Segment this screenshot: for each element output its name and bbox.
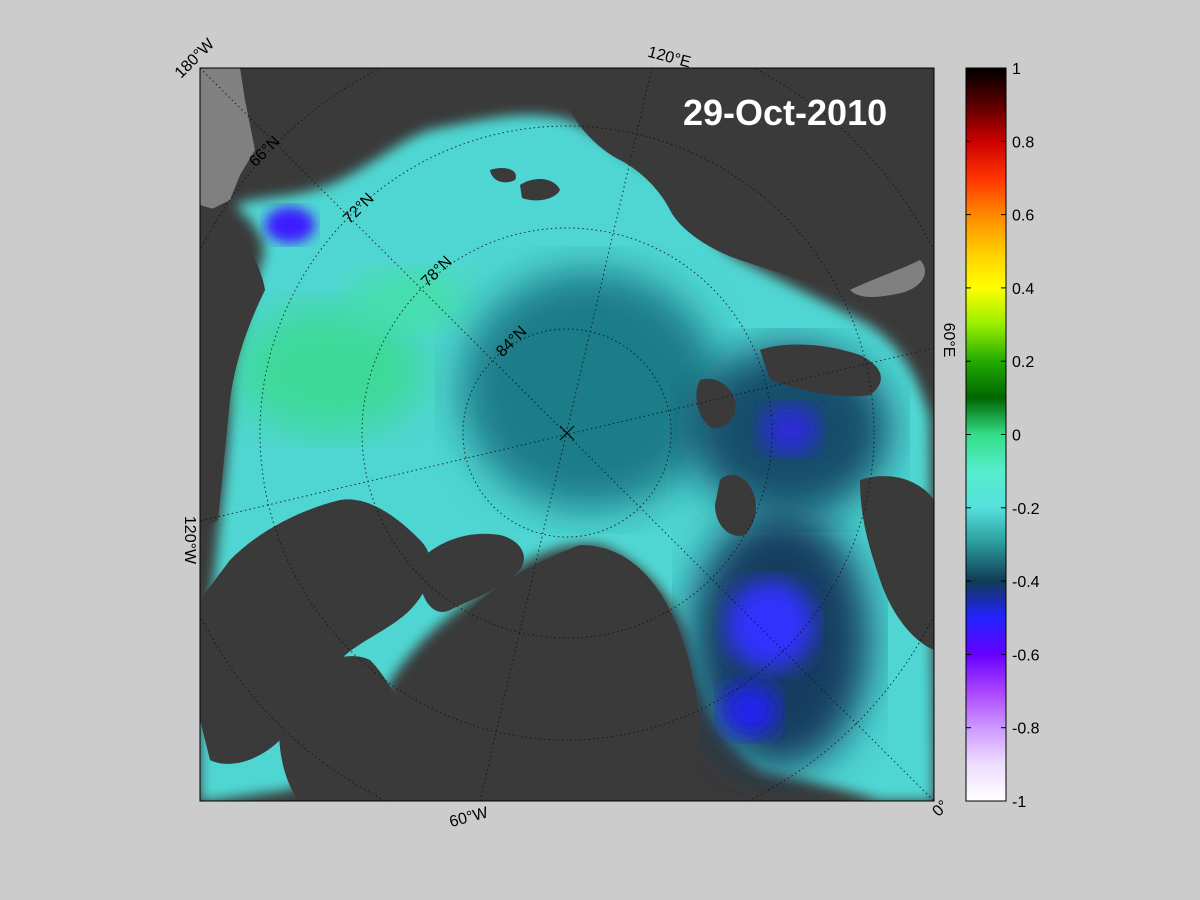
negative-anomaly-barents-2 (720, 682, 780, 738)
taymyr-coast (760, 344, 881, 397)
positive-anomaly-zone-2 (350, 270, 470, 330)
date-label: 29-Oct-2010 (683, 92, 887, 133)
negative-anomaly-east-siberian (265, 207, 315, 243)
latitude-circle-72 (259, 125, 875, 741)
colorbar-tick-label: 0 (1012, 428, 1021, 445)
scandinavia (860, 476, 934, 650)
colorbar-tick-label: 0.8 (1012, 134, 1034, 151)
map-panel: 29-Oct-2010 66°N 72°N 78°N 84°N (200, 68, 934, 801)
new-siberian-islands (490, 168, 516, 183)
siberia (560, 68, 934, 330)
colorbar-gradient (965, 67, 1007, 802)
colorbar-tick-label: 0.2 (1012, 354, 1034, 371)
svalbard (696, 378, 736, 429)
longitude-label-120w: 120°W (181, 516, 198, 565)
colorbar-tick-label: 0.4 (1012, 281, 1034, 298)
baffin-island (279, 656, 423, 801)
longitude-label-60e: 60°E (940, 323, 957, 358)
north-pole-marker (559, 425, 575, 441)
latitude-circle-84 (462, 328, 672, 538)
greenland (470, 545, 700, 801)
ellesmere-island (419, 533, 524, 612)
central-arctic-anomaly (460, 270, 720, 510)
colorbar-tick-label: -0.6 (1012, 647, 1040, 664)
colorbar-tick-label: 0.6 (1012, 208, 1034, 225)
wrangel-island (520, 178, 560, 201)
positive-anomaly-zone (235, 305, 425, 435)
negative-anomaly-barents (725, 580, 815, 670)
map-frame (199, 67, 935, 802)
no-data-region (200, 68, 255, 210)
colorbar-tick-label: -1 (1012, 794, 1026, 811)
graticule (200, 68, 934, 801)
negative-anomaly-kara (760, 405, 820, 455)
longitude-label-120e: 120°E (646, 44, 693, 72)
colorbar-tick-label: -0.4 (1012, 574, 1040, 591)
longitude-label-60w: 60°W (448, 804, 491, 831)
meridian-180-0 (200, 68, 934, 801)
colorbar-tick-label: -0.2 (1012, 501, 1040, 518)
colorbar-tick-label: 1 (1012, 61, 1021, 78)
coastal-no-data (850, 260, 925, 297)
colorbar-ticks: 1 0.8 0.6 0.4 0.2 0 -0.2 -0.4 -0.6 -0.8 -1 (966, 61, 1040, 811)
colorbar-tick-label: -0.8 (1012, 721, 1040, 738)
novaya-zemlya (715, 474, 756, 536)
colorbar: 1 0.8 0.6 0.4 0.2 0 -0.2 -0.4 -0.6 -0.8 -1 (965, 61, 1040, 811)
canadian-archipelago (200, 499, 431, 764)
alaska (200, 205, 265, 530)
latitude-circle-78 (361, 227, 773, 639)
